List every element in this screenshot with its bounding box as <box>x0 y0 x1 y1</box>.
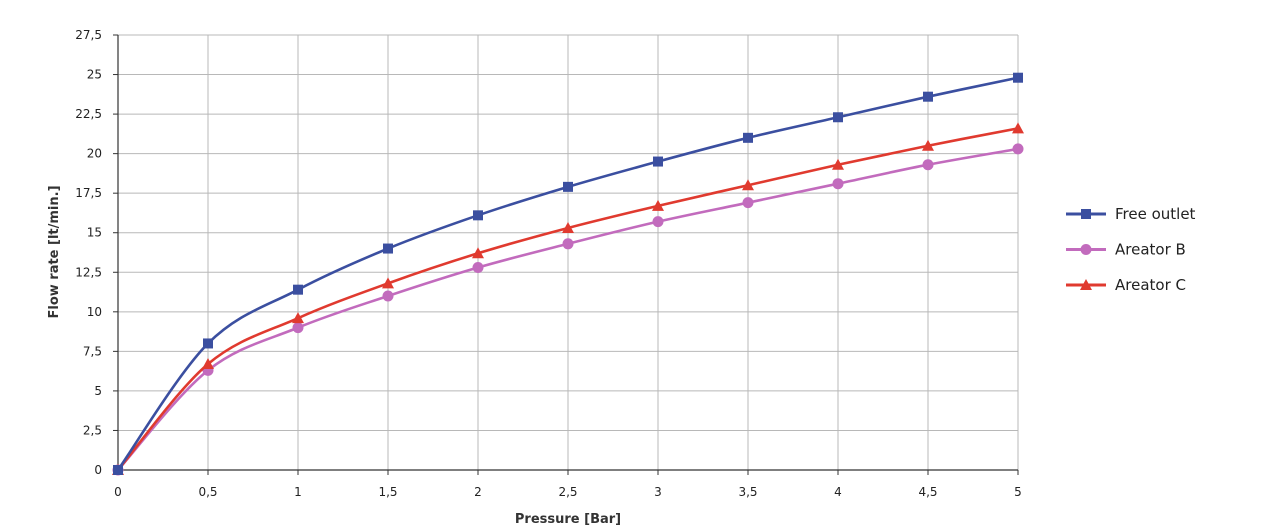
x-tick-label: 3,5 <box>738 485 757 499</box>
x-tick-label: 4 <box>834 485 842 499</box>
y-tick-label: 22,5 <box>75 107 102 121</box>
data-point <box>832 158 844 170</box>
data-point <box>923 91 933 102</box>
y-tick-label: 12,5 <box>75 265 102 279</box>
y-axis-title: Flow rate [lt/min.] <box>47 185 62 318</box>
x-tick-label: 3 <box>654 485 662 499</box>
data-point <box>383 243 393 254</box>
legend-label: Areator B <box>1115 241 1186 259</box>
data-point <box>292 312 304 324</box>
data-point <box>1012 143 1024 155</box>
data-point <box>833 112 843 123</box>
data-point <box>473 210 483 221</box>
data-point <box>562 221 574 233</box>
x-tick-label: 4,5 <box>918 485 937 499</box>
y-tick-label: 7,5 <box>83 344 102 358</box>
series-line-2 <box>117 127 1019 471</box>
y-tick-label: 2,5 <box>83 423 102 437</box>
data-point <box>1013 72 1023 83</box>
data-point <box>1012 122 1024 134</box>
series-line-0 <box>116 76 1019 471</box>
data-point <box>832 178 844 190</box>
y-tick-label: 20 <box>87 147 102 161</box>
data-point <box>742 197 754 209</box>
y-tick-label: 0 <box>94 463 102 477</box>
x-tick-label: 1 <box>294 485 302 499</box>
x-axis-title: Pressure [Bar] <box>515 512 621 527</box>
x-tick-label: 2 <box>474 485 482 499</box>
y-tick-label: 5 <box>94 384 102 398</box>
data-point <box>742 179 754 191</box>
x-tick-labels: 0 0,5 1 1,5 2 2,5 3 3,5 4 4,5 5 <box>114 485 1022 499</box>
data-point <box>382 290 394 302</box>
legend-marker <box>1080 279 1092 290</box>
data-point <box>652 216 664 228</box>
y-tick-label: 15 <box>87 226 102 240</box>
data-point <box>743 132 753 143</box>
x-tick-label: 2,5 <box>558 485 577 499</box>
legend-marker <box>1081 209 1091 219</box>
y-tick-label: 17,5 <box>75 186 102 200</box>
data-point <box>922 159 934 171</box>
y-tick-labels: 0 2,5 5 7,5 10 12,5 15 17,5 20 22,5 25 27,5 <box>75 28 102 477</box>
data-point <box>922 139 934 151</box>
data-point <box>292 322 304 334</box>
y-tick-label: 27,5 <box>75 28 102 42</box>
data-point <box>202 358 214 370</box>
legend-label: Free outlet <box>1115 205 1196 223</box>
y-tick-label: 10 <box>87 305 102 319</box>
data-point <box>472 262 484 274</box>
data-point <box>652 199 664 211</box>
data-point <box>203 338 213 349</box>
series-group <box>112 72 1024 476</box>
grid-lines <box>118 34 1019 470</box>
data-point <box>113 465 123 475</box>
legend-marker <box>1080 244 1092 255</box>
data-point <box>293 284 303 295</box>
x-tick-label: 0 <box>114 485 122 499</box>
legend: Free outlet Areator B Areator C <box>1066 205 1196 294</box>
data-point <box>472 247 484 259</box>
data-point <box>382 277 394 289</box>
data-point <box>562 238 574 250</box>
y-tick-label: 25 <box>87 68 102 82</box>
x-tick-label: 0,5 <box>198 485 217 499</box>
data-point <box>563 181 573 192</box>
x-tick-label: 5 <box>1014 485 1022 499</box>
x-tick-label: 1,5 <box>378 485 397 499</box>
data-point <box>653 156 663 167</box>
axes <box>113 34 1019 475</box>
legend-label: Areator C <box>1115 276 1186 294</box>
